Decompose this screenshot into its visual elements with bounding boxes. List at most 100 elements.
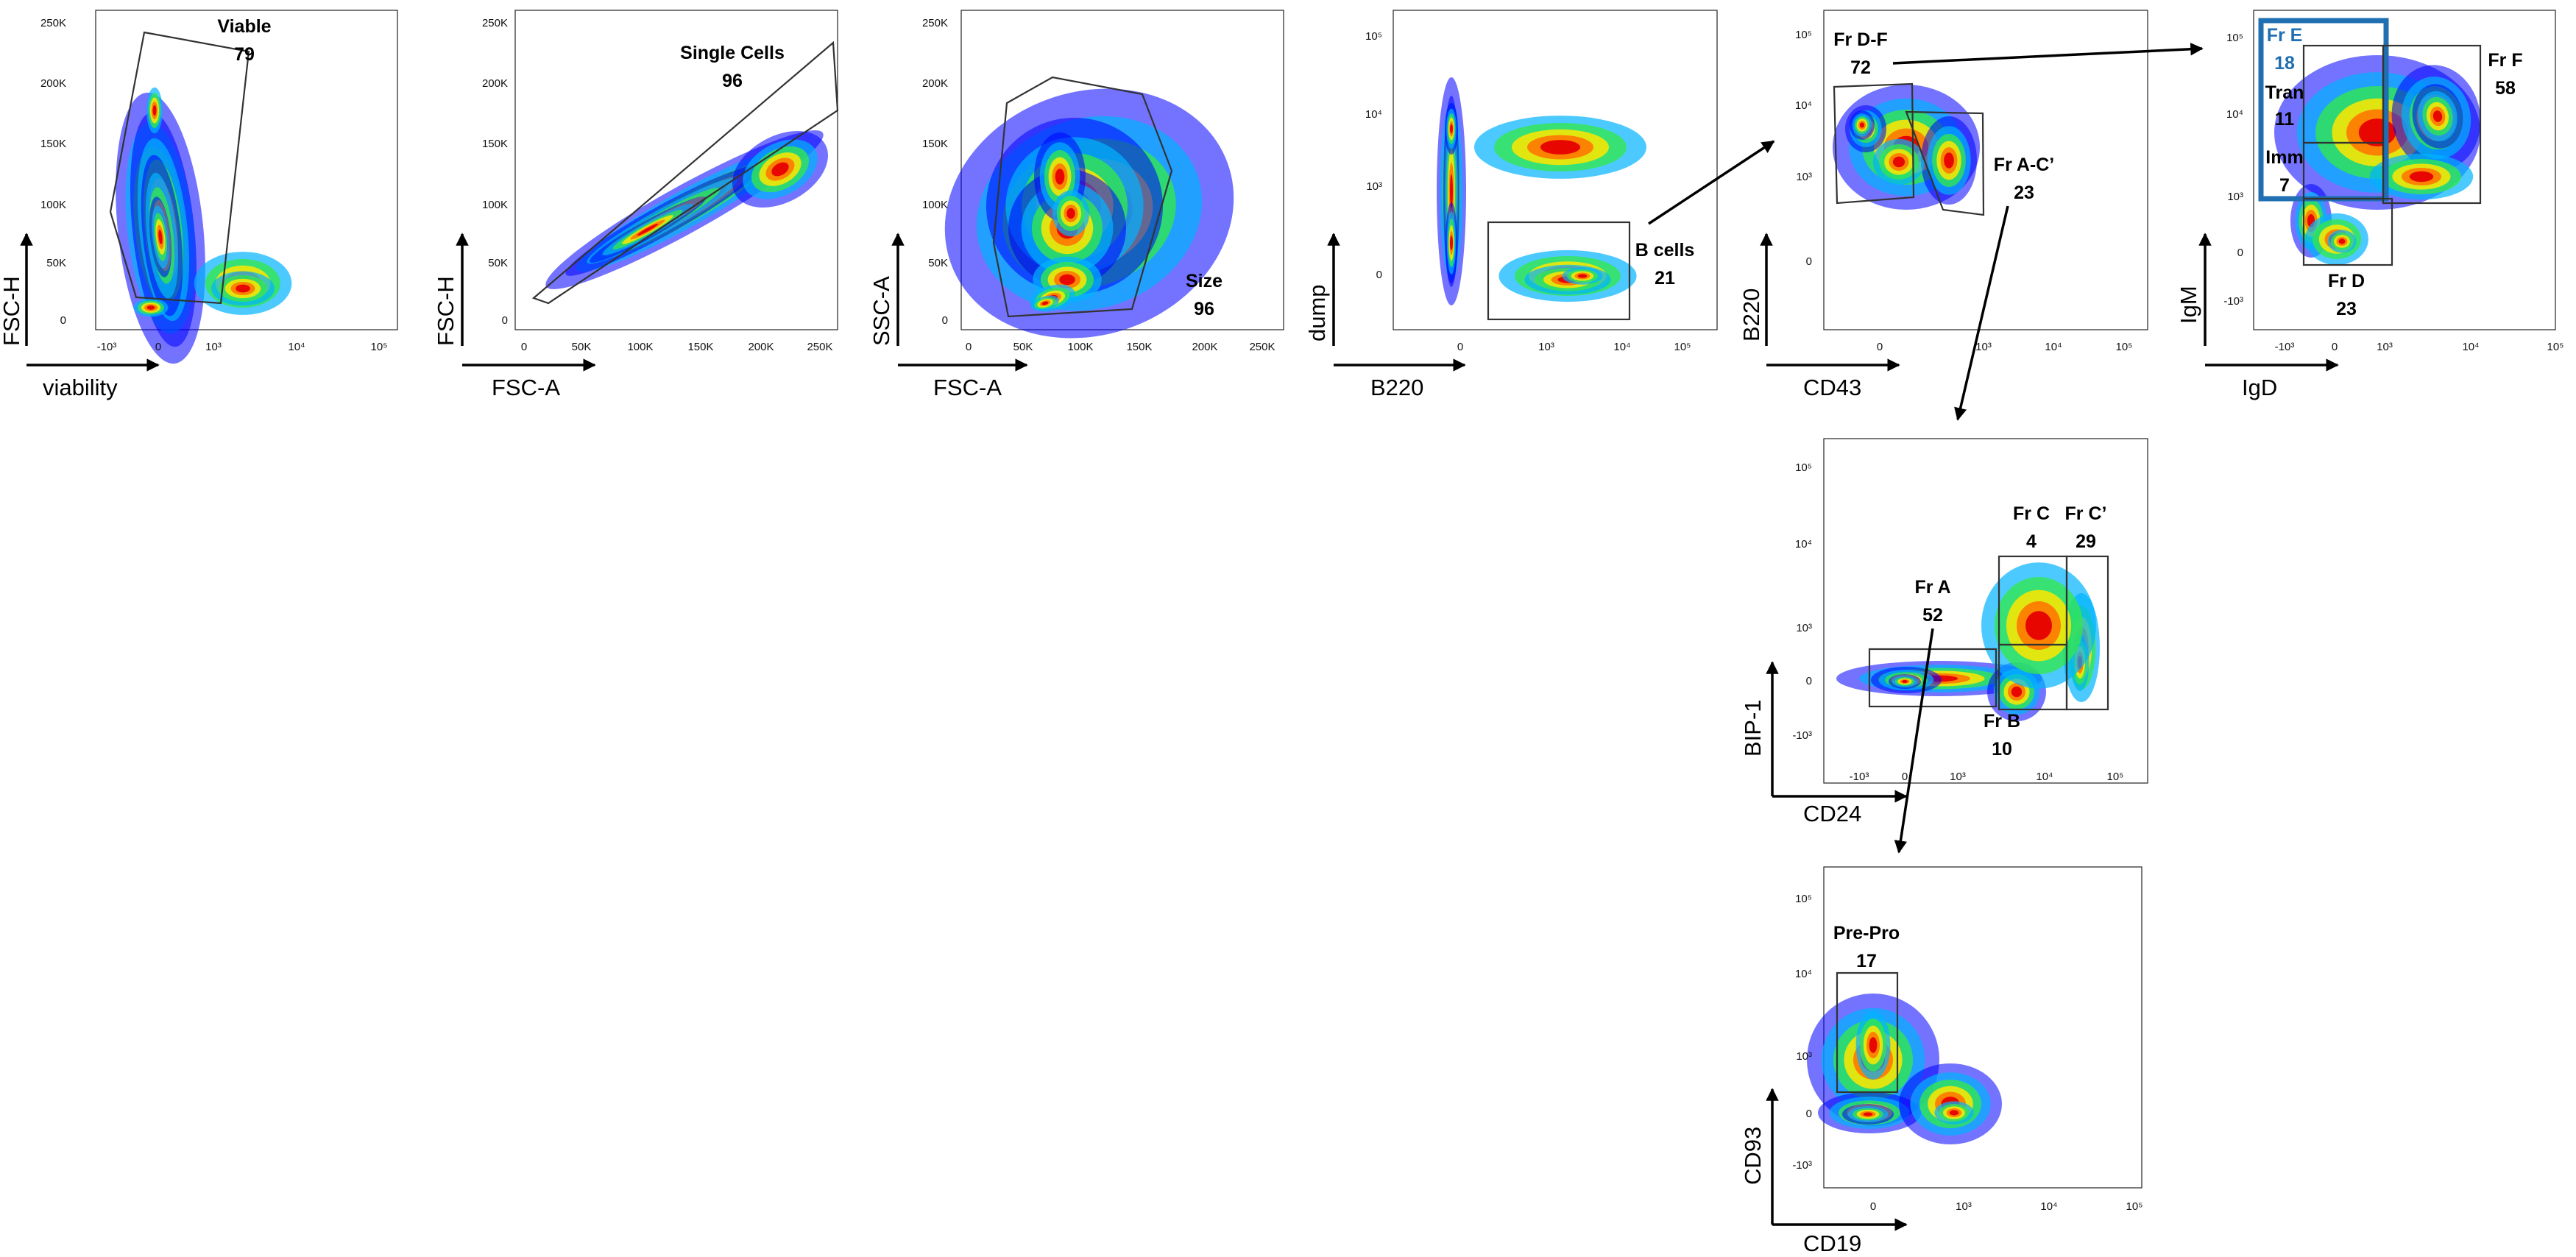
- arrow-fr-d-f-to-igm: [1892, 43, 2204, 65]
- gate-label-tran: Tran: [2265, 82, 2304, 103]
- y-axis-label: CD93: [1740, 1127, 1766, 1185]
- y-tick: 10⁵: [1795, 29, 1812, 41]
- density-level: [1859, 122, 1865, 128]
- gate-value-fr-f: 58: [2495, 78, 2516, 99]
- gate-label-size: Size: [1186, 271, 1222, 291]
- arrow-fr-a-c-to-bip1: [1954, 205, 2009, 421]
- x-axis-label: B220: [1370, 375, 1423, 400]
- density-cloud: [1836, 562, 2100, 721]
- gate-label-fr-b: Fr B: [1984, 711, 2020, 732]
- y-tick: 10³: [1796, 1050, 1812, 1063]
- gate-single-cells[interactable]: [531, 40, 839, 305]
- y-tick: 0: [1806, 675, 1812, 687]
- density-level: [2338, 238, 2346, 244]
- panel-1-viability: -10³ 0 10³ 10⁴ 10⁵ 0 50K 100K 150K 200K …: [0, 10, 398, 400]
- gate-fr-d-f[interactable]: [1833, 82, 1915, 205]
- x-tick: 100K: [627, 341, 653, 353]
- y-tick: 100K: [40, 199, 66, 211]
- y-tick: 0: [1376, 269, 1382, 281]
- y-tick: 10⁴: [1795, 99, 1812, 112]
- x-tick: 250K: [807, 341, 832, 353]
- y-tick: 50K: [928, 257, 948, 269]
- y-axis-label: B220: [1738, 288, 1764, 341]
- gate-viable[interactable]: [109, 31, 250, 305]
- x-tick: 10⁴: [1613, 341, 1630, 353]
- x-ticks: -10³ 0 10³ 10⁴ 10⁵: [97, 341, 388, 353]
- gate-value-fr-a: 52: [1922, 605, 1943, 626]
- x-tick: 10³: [1950, 771, 1966, 783]
- y-ticks: 0 10³ 10⁴ 10⁵: [1795, 29, 1812, 268]
- gate-fr-a[interactable]: [1868, 648, 1998, 708]
- panel-3-size: 0 50K 100K 150K 200K 250K 0 50K 100K 150…: [868, 10, 1284, 400]
- x-tick: 100K: [1067, 341, 1093, 353]
- y-tick: 0: [1806, 255, 1812, 268]
- y-tick: 50K: [488, 257, 508, 269]
- density-level: [236, 284, 250, 293]
- x-ticks: 0 50K 100K 150K 200K 250K: [521, 341, 833, 353]
- density-level: [1577, 274, 1588, 278]
- x-tick: 10⁵: [1674, 341, 1691, 353]
- density-level: [146, 305, 155, 310]
- gate-value-imm: 7: [2279, 175, 2290, 196]
- gate-size[interactable]: [992, 76, 1173, 318]
- density-level: [2011, 686, 2023, 698]
- density-level: [1450, 236, 1453, 250]
- x-tick: 10³: [1956, 1200, 1972, 1213]
- panel-2-single-cells: 0 50K 100K 150K 200K 250K 0 50K 100K 150…: [433, 10, 839, 400]
- y-tick: 200K: [40, 77, 66, 90]
- x-tick: 10⁴: [2040, 1200, 2057, 1213]
- gate-value-fr-a-c: 23: [2014, 183, 2034, 203]
- density-level: [1863, 1112, 1873, 1116]
- y-tick: 0: [1806, 1108, 1812, 1120]
- density-cloud: [1833, 85, 1980, 210]
- density-level: [2025, 611, 2052, 640]
- y-tick: 200K: [922, 77, 948, 90]
- panel-5-fr-split: 0 10³ 10⁴ 10⁵ 0 10³ 10⁴ 10⁵ CD43 B220 Fr…: [1738, 10, 2148, 400]
- x-tick: 200K: [748, 341, 774, 353]
- y-tick: 10⁵: [1795, 461, 1812, 474]
- density-level: [1902, 680, 1908, 683]
- x-tick: 0: [1870, 1200, 1876, 1213]
- x-tick: 0: [2332, 341, 2338, 353]
- y-ticks: 0 50K 100K 150K 200K 250K: [922, 17, 948, 327]
- panel-7-fr-a-c: -10³ 0 10³ 10⁴ 10⁵ -10³ 0 10³ 10⁴ 10⁵ CD…: [1740, 438, 2148, 826]
- arrow-b-cells-to-cd43: [1648, 140, 1775, 225]
- y-tick: 10⁴: [1795, 538, 1812, 550]
- x-tick: -10³: [2275, 341, 2295, 353]
- y-ticks: 0 10³ 10⁴ 10⁵: [1365, 30, 1382, 281]
- density-cloud: [116, 87, 292, 364]
- y-tick: 10³: [1796, 171, 1812, 183]
- gate-label-fr-e: Fr E: [2267, 25, 2303, 46]
- gate-value-fr-e: 18: [2274, 53, 2295, 74]
- density-level: [1450, 174, 1453, 209]
- gate-fr-c-prime[interactable]: [2065, 555, 2109, 711]
- x-tick: 10⁵: [2116, 341, 2133, 353]
- x-axis-label: FSC-A: [933, 375, 1002, 400]
- gate-pre-pro[interactable]: [1836, 971, 1899, 1094]
- gate-value-fr-d: 23: [2336, 299, 2357, 319]
- x-tick: -10³: [1850, 771, 1869, 783]
- y-tick: 10⁵: [1365, 30, 1382, 43]
- gate-fr-f[interactable]: [2382, 44, 2482, 205]
- y-tick: 0: [502, 314, 508, 327]
- plot-frame: [1823, 438, 2148, 784]
- y-tick: 10⁴: [2226, 108, 2243, 121]
- x-ticks: -10³ 0 10³ 10⁴ 10⁵: [1850, 771, 2124, 783]
- density-cloud: [1437, 77, 1646, 305]
- gate-fr-d[interactable]: [2302, 197, 2393, 266]
- gate-label-fr-c-prime: Fr C’: [2065, 503, 2107, 524]
- y-ticks: -10³ 0 10³ 10⁴ 10⁵: [2223, 32, 2243, 308]
- density-level: [1066, 208, 1075, 219]
- gate-b-cells[interactable]: [1487, 221, 1631, 321]
- gate-label-viable: Viable: [217, 16, 271, 37]
- y-ticks: -10³ 0 10³ 10⁴ 10⁵: [1792, 893, 1812, 1172]
- x-axis-label: viability: [43, 375, 118, 400]
- density-cloud: [944, 88, 1234, 339]
- y-tick: 150K: [40, 138, 66, 150]
- x-axis-label: CD19: [1803, 1231, 1861, 1256]
- density-level: [1944, 152, 1954, 169]
- gate-fr-a-c[interactable]: [1905, 110, 1985, 216]
- x-ticks: 0 10³ 10⁴ 10⁵: [1870, 1200, 2143, 1213]
- y-tick: 10³: [1796, 622, 1812, 634]
- y-axis-label: IgM: [2176, 286, 2201, 324]
